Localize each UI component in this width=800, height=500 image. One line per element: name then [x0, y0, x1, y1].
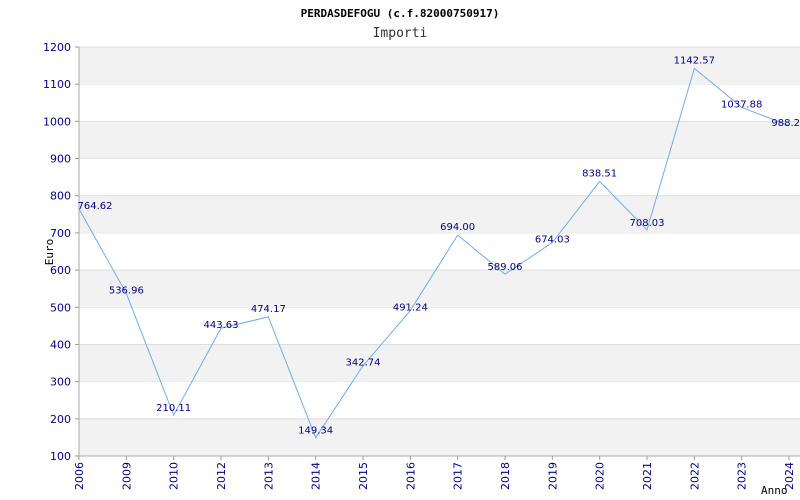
x-tick-label: 2023: [736, 462, 749, 490]
data-label: 149.34: [298, 426, 333, 437]
data-label: 1037.88: [721, 99, 762, 110]
data-label: 674.03: [535, 235, 570, 246]
grid-band: [79, 344, 800, 382]
grid-band: [79, 121, 800, 159]
y-tick-label: 100: [50, 450, 71, 463]
x-tick-label: 2019: [546, 462, 559, 490]
data-label: 988.2: [771, 118, 800, 129]
x-tick-label: 2009: [120, 462, 133, 490]
x-tick-label: 2021: [641, 462, 654, 490]
y-axis-label: Euro: [43, 239, 56, 266]
y-tick-label: 900: [50, 153, 71, 166]
data-label: 536.96: [109, 286, 144, 297]
y-tick-label: 200: [50, 413, 71, 426]
data-label: 838.51: [582, 168, 617, 179]
y-tick-label: 800: [50, 190, 71, 203]
y-tick-label: 1100: [43, 78, 71, 91]
data-label: 491.24: [393, 303, 428, 314]
series-line: [78, 67, 790, 439]
data-label: 589.06: [488, 262, 523, 273]
y-tick-label: 400: [50, 338, 71, 351]
y-tick-label: 1000: [43, 115, 71, 128]
data-label: 443.63: [204, 320, 239, 331]
x-tick-label: 2017: [452, 462, 465, 490]
data-labels: 764.62 536.96 210.11 443.63 474.17 149.34 342.…: [78, 55, 800, 436]
x-tick-label: 2024: [783, 462, 796, 490]
x-tick-label: 2014: [310, 462, 323, 490]
y-tick-label: 600: [50, 264, 71, 277]
y-tick-label: 300: [50, 376, 71, 389]
x-axis-label: Anno: [761, 484, 788, 497]
x-tick-label: 2012: [215, 462, 228, 490]
chart-subtitle: Importi: [373, 26, 428, 41]
data-label: 342.74: [346, 358, 381, 369]
data-label: 694.00: [440, 222, 475, 233]
y-tick-label: 1200: [43, 41, 71, 54]
y-tick-label: 500: [50, 301, 71, 314]
x-tick-label: 2016: [404, 462, 417, 490]
x-axis-ticks: 2006 2009 2010 2012 2013 2014 2015 2016 2017 2018…: [73, 456, 796, 490]
x-tick-label: 2010: [168, 462, 181, 490]
grid-band: [79, 418, 800, 456]
x-tick-label: 2006: [73, 462, 86, 490]
x-tick-label: 2020: [594, 462, 607, 490]
y-tick-label: 700: [50, 227, 71, 240]
x-tick-label: 2015: [357, 462, 370, 490]
y-axis-ticks: 100 200 300 400 500 600 700 800 900 1000 1100 1200: [43, 41, 79, 463]
data-label: 1142.57: [674, 55, 715, 66]
chart-title: PERDASDEFOGU (c.f.82000750917): [301, 7, 500, 20]
data-label: 708.03: [630, 218, 665, 229]
x-tick-label: 2022: [688, 462, 701, 490]
grid-bands: [79, 46, 800, 456]
x-tick-label: 2018: [499, 462, 512, 490]
data-label: 764.62: [78, 201, 113, 212]
data-label: 474.17: [251, 304, 286, 315]
data-label: 210.11: [156, 403, 191, 414]
x-tick-label: 2013: [262, 462, 275, 490]
grid-band: [79, 270, 800, 308]
grid-band: [79, 195, 800, 233]
grid-band: [79, 47, 800, 85]
